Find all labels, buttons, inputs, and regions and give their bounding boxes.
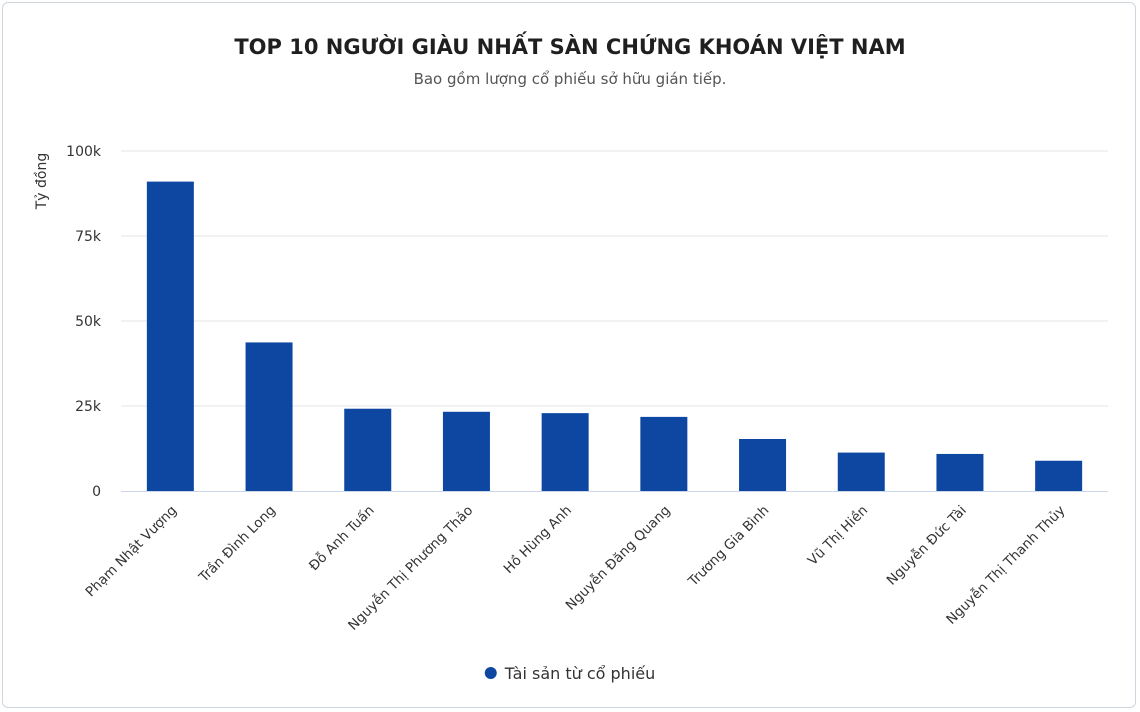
bar[interactable] (837, 452, 885, 491)
legend[interactable]: Tài sản từ cổ phiếu (484, 664, 656, 683)
bar[interactable] (344, 408, 392, 491)
x-axis-ticks: Phạm Nhật Vượng Trần Đình Long Đỗ Anh Tuấn… (83, 502, 1069, 634)
y-tick-label: 100k (66, 144, 102, 160)
x-tick-label: Nguyễn Đăng Quang (562, 502, 674, 614)
bars (146, 181, 1083, 491)
y-tick-label: 0 (92, 484, 101, 500)
legend-marker (484, 667, 497, 679)
bar[interactable] (442, 411, 490, 491)
bar[interactable] (936, 453, 984, 491)
bar[interactable] (541, 413, 589, 491)
x-tick-label: Nguyễn Đức Tài (883, 502, 970, 589)
bar[interactable] (739, 438, 787, 491)
chart-subtitle: Bao gồm lượng cổ phiếu sở hữu gián tiếp. (414, 70, 727, 88)
chart-title: TOP 10 NGƯỜI GIÀU NHẤT SÀN CHỨNG KHOÁN V… (234, 31, 905, 59)
bar[interactable] (245, 342, 293, 491)
y-axis-label: Tỷ đồng (33, 153, 50, 211)
bar[interactable] (640, 416, 688, 491)
y-tick-label: 50k (75, 314, 102, 330)
bar[interactable] (146, 181, 194, 491)
x-tick-label: Trần Đình Long (195, 503, 279, 587)
y-axis-ticks: 0 25k 50k 75k 100k (66, 144, 102, 500)
legend-label: Tài sản từ cổ phiếu (504, 664, 656, 683)
x-tick-label: Phạm Nhật Vượng (83, 503, 181, 601)
y-tick-label: 75k (75, 229, 102, 245)
y-tick-label: 25k (75, 399, 102, 415)
x-tick-label: Trương Gia Bình (685, 503, 773, 591)
x-tick-label: Đỗ Anh Tuấn (305, 502, 377, 574)
bar[interactable] (1035, 460, 1083, 491)
x-tick-label: Hồ Hùng Anh (500, 502, 575, 577)
x-tick-label: Vũ Thị Hiền (804, 502, 871, 569)
